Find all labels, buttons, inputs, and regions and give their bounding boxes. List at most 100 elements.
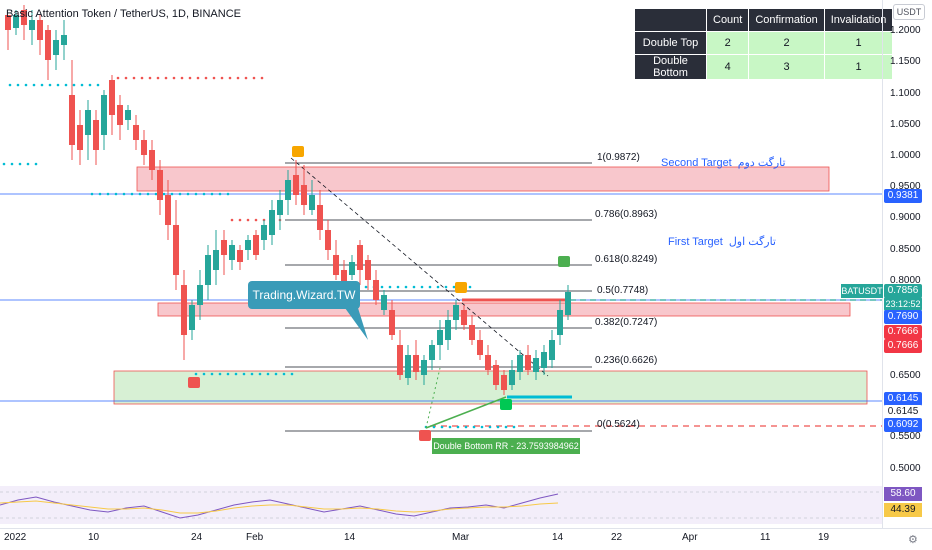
dotted-level	[246, 218, 250, 222]
dotted-level	[464, 425, 468, 429]
dotted-level	[178, 192, 182, 196]
dotted-level	[24, 83, 28, 87]
dotted-level	[234, 372, 238, 376]
candle-body	[229, 245, 235, 260]
dotted-level	[364, 285, 368, 289]
fib-level-label: 0.5(0.7748)	[597, 285, 649, 296]
currency-button[interactable]: USDT	[893, 4, 925, 20]
dotted-level	[132, 76, 136, 80]
candle-body	[101, 95, 107, 135]
dotted-level	[380, 285, 384, 289]
table-header-blank	[634, 8, 707, 32]
candle-body	[13, 15, 19, 28]
dotted-level	[260, 76, 264, 80]
candle-body	[493, 365, 499, 385]
brand-callout-pointer	[345, 308, 368, 340]
dotted-level	[250, 372, 254, 376]
countdown-tag: 23:12:52	[884, 297, 922, 311]
candle-body	[5, 15, 11, 30]
candle-body	[357, 245, 363, 270]
dotted-level	[10, 162, 14, 166]
fib-level-label: 0.618(0.8249)	[595, 254, 658, 265]
first-target-en: First Target	[668, 236, 723, 248]
dotted-level	[204, 76, 208, 80]
table-cell: 2	[705, 31, 750, 55]
dotted-level	[432, 425, 436, 429]
oscillator-background	[0, 486, 882, 524]
settings-gear-icon[interactable]: ⚙	[908, 534, 918, 546]
dotted-level	[230, 218, 234, 222]
dotted-level	[188, 76, 192, 80]
dotted-level	[164, 76, 168, 80]
price-tick: 0.8500	[890, 244, 921, 255]
pattern-marker	[455, 282, 467, 293]
candle-body	[45, 30, 51, 60]
price-tag-blue: 0.7690	[884, 310, 922, 324]
time-tick: 2022	[4, 532, 27, 543]
dotted-level	[16, 83, 20, 87]
dotted-level	[196, 76, 200, 80]
dotted-level	[154, 192, 158, 196]
table-header-count: Count	[705, 8, 750, 32]
dotted-level	[228, 76, 232, 80]
dotted-level	[18, 162, 22, 166]
dotted-level	[180, 76, 184, 80]
candle-body	[213, 250, 219, 270]
dotted-level	[64, 83, 68, 87]
dotted-level	[138, 192, 142, 196]
dotted-level	[124, 76, 128, 80]
time-tick: Feb	[246, 532, 264, 543]
dotted-level	[2, 162, 6, 166]
candle-body	[237, 250, 243, 262]
candle-body	[413, 355, 419, 372]
dotted-level	[468, 285, 472, 289]
candle-body	[365, 260, 371, 280]
price-tick: 1.0000	[890, 150, 921, 161]
candle-body	[53, 40, 59, 55]
table-row-label: Double Top	[634, 31, 707, 55]
table-cell: 3	[748, 54, 825, 80]
oscillator-signal-line	[0, 500, 559, 514]
candle-body	[269, 210, 275, 235]
chart-title: Basic Attention Token / TetherUS, 1D, BI…	[6, 8, 241, 20]
dotted-level	[116, 76, 120, 80]
time-tick: 19	[818, 532, 830, 543]
dotted-level	[130, 192, 134, 196]
table-header-confirmation: Confirmation	[748, 8, 825, 32]
dotted-level	[428, 285, 432, 289]
time-tick: Apr	[682, 532, 698, 543]
dotted-level	[80, 83, 84, 87]
candle-body	[509, 370, 515, 385]
candle-body	[117, 105, 123, 125]
candle-body	[221, 240, 227, 255]
table-cell: 1	[823, 31, 894, 55]
dotted-level	[8, 83, 12, 87]
price-tick: 1.1000	[890, 88, 921, 99]
dotted-level	[236, 76, 240, 80]
candle-body	[517, 355, 523, 372]
dotted-level	[72, 83, 76, 87]
candle-body	[445, 320, 451, 340]
candle-body	[69, 95, 75, 145]
price-tag-white: 0.6145	[884, 405, 922, 419]
candle-body	[61, 35, 67, 45]
first-target-label: First Target تارگت اول	[668, 235, 776, 248]
dotted-level	[404, 285, 408, 289]
candle-body	[501, 375, 507, 390]
candle-body	[429, 345, 435, 360]
dotted-level	[34, 162, 38, 166]
table-cell: 1	[823, 54, 894, 80]
dotted-level	[496, 425, 500, 429]
candle-body	[565, 292, 571, 315]
price-tick: 1.1500	[890, 56, 921, 67]
candle-body	[21, 10, 27, 25]
candle-body	[469, 325, 475, 340]
price-tick: 1.2000	[890, 25, 921, 36]
price-tag-red: 0.7666	[884, 325, 922, 339]
risk-reward-label: Double Bottom RR - 23.7593984962	[432, 438, 580, 454]
price-tag-red: 0.7666	[884, 339, 922, 353]
dotted-level	[242, 372, 246, 376]
dotted-level	[40, 83, 44, 87]
dotted-level	[98, 192, 102, 196]
